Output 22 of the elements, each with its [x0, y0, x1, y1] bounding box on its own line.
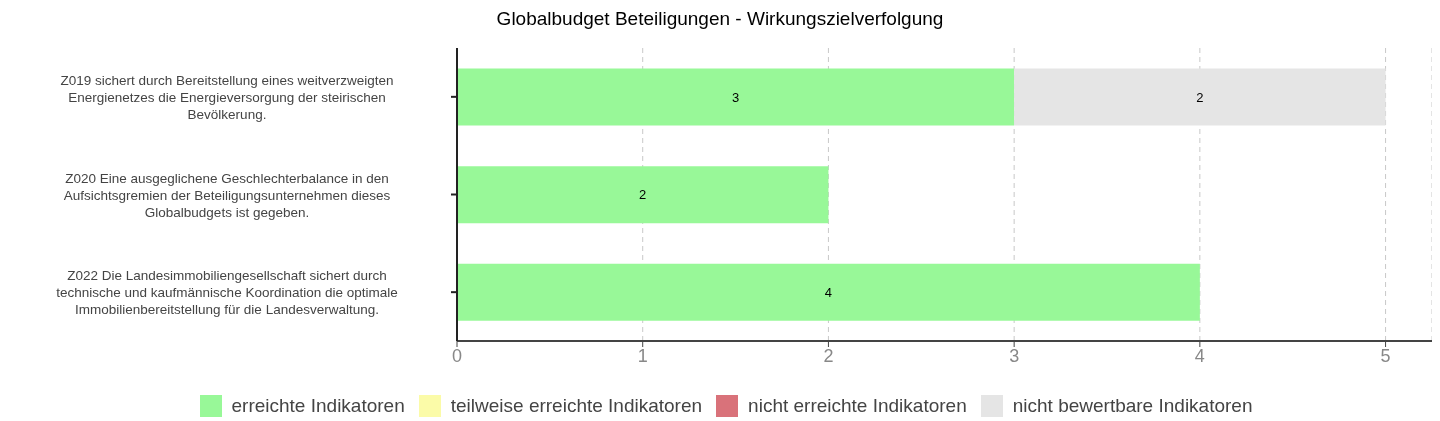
y-tick-label: Z022 Die Landesimmobiliengesellschaft sichert durch technische und kaufmännische Koordination die optimale Immobilienbereitstellung für die Landesverwaltung. [56, 267, 398, 317]
bar [457, 263, 1200, 321]
data-label: 2 [1196, 89, 1204, 105]
data-label: 3 [731, 89, 740, 105]
legend-label: teilweise erreichte Indikatoren [449, 395, 703, 417]
data-label: 4 [824, 284, 833, 300]
x-tick-label: 1 [637, 345, 648, 366]
x-tick-label: 5 [1380, 345, 1391, 366]
legend-label: nicht erreichte Indikatoren [747, 395, 967, 417]
bar [457, 68, 1015, 126]
x-tick-label: 3 [1009, 345, 1020, 366]
y-tick-label: Z019 sichert durch Bereitstellung eines weitverzweigten Energienetzes die Energieversorgung der steirischen Bevölkerung. [60, 72, 394, 122]
chart-title: Globalbudget Beteiligungen - Wirkungszielverfolgung [495, 8, 945, 31]
bar [457, 166, 829, 224]
x-tick-label: 2 [823, 345, 834, 366]
legend-label: nicht bewertbare Indikatoren [1011, 395, 1253, 417]
y-tick-label: Z020 Eine ausgeglichene Geschlechterbalance in den Aufsichtsgremien der Beteiligungsunternehmen dieses Globalbudgets ist gegeben. [63, 170, 391, 219]
legend-label: erreichte Indikatoren [230, 395, 405, 417]
x-tick-label: 4 [1194, 345, 1205, 366]
data-label: 2 [639, 187, 647, 203]
bar [1014, 68, 1386, 126]
x-tick-label: 0 [451, 345, 463, 366]
